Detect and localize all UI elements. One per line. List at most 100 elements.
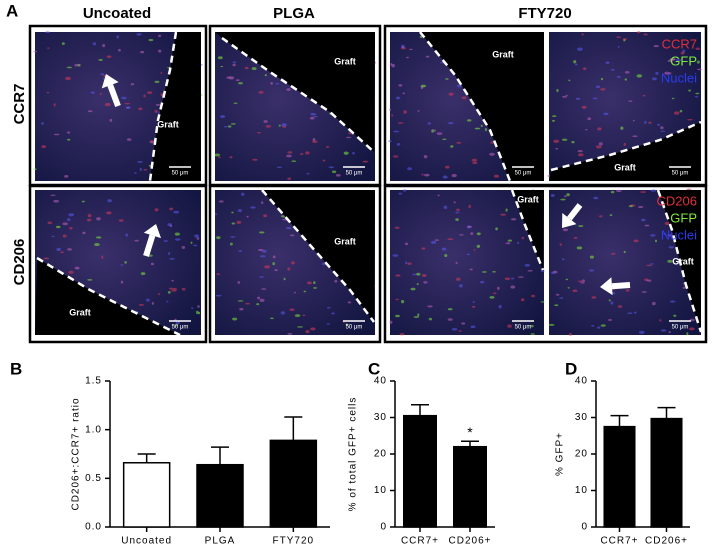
x-tick-label: CCR7+	[401, 536, 439, 547]
cell-speck	[455, 261, 458, 265]
cell-speck	[456, 141, 462, 144]
cell-speck	[148, 38, 154, 42]
cell-speck	[398, 84, 403, 87]
cell-speck	[667, 259, 673, 263]
cell-speck	[608, 299, 611, 302]
cell-speck	[664, 71, 670, 75]
cell-speck	[283, 277, 286, 281]
cell-speck	[495, 227, 498, 231]
cell-speck	[196, 310, 199, 315]
bar	[269, 439, 318, 528]
arrow-shaft	[611, 282, 631, 290]
cell-speck	[434, 239, 440, 241]
cell-speck	[565, 94, 568, 97]
cell-speck	[611, 292, 616, 295]
cell-speck	[331, 170, 337, 174]
cell-speck	[628, 205, 633, 208]
arrow-head	[101, 74, 119, 89]
x-tick-label: CD206+	[645, 536, 688, 547]
y-tick-label: 10	[575, 485, 588, 496]
cell-speck	[50, 194, 56, 196]
cell-speck	[275, 82, 280, 85]
cell-speck	[423, 173, 430, 177]
cell-speck	[472, 161, 478, 165]
cell-speck	[236, 220, 242, 225]
cell-speck	[227, 125, 232, 128]
cell-speck	[679, 109, 683, 113]
scale-label: 50 μm	[515, 171, 532, 177]
arrow-shaft	[567, 203, 583, 221]
cell-speck	[484, 128, 487, 132]
cell-speck	[660, 329, 667, 332]
cell-speck	[229, 242, 233, 246]
cell-speck	[68, 270, 74, 274]
x-tick-label: PLGA	[205, 536, 236, 547]
panel-letter: B	[10, 359, 22, 378]
y-tick-label: 0.0	[85, 522, 102, 533]
cell-speck	[280, 311, 286, 315]
cell-speck	[289, 234, 295, 237]
cell-speck	[347, 301, 352, 304]
cell-speck	[244, 66, 249, 70]
cell-speck	[401, 44, 405, 49]
cell-speck	[500, 213, 507, 216]
cell-speck	[450, 145, 454, 148]
cell-speck	[448, 92, 454, 96]
cell-speck	[392, 155, 399, 158]
cell-speck	[230, 236, 236, 238]
cell-speck	[170, 290, 177, 292]
cell-speck	[274, 269, 278, 272]
cell-speck	[149, 140, 154, 143]
cell-speck	[461, 322, 466, 325]
cell-speck	[552, 115, 557, 117]
y-tick-label: 1.0	[85, 424, 102, 435]
cell-speck	[309, 116, 315, 120]
cell-speck	[263, 214, 268, 218]
cell-speck	[392, 254, 399, 257]
cell-speck	[125, 106, 131, 109]
cell-speck	[251, 67, 257, 71]
cell-speck	[134, 239, 139, 242]
cell-speck	[540, 301, 545, 303]
cell-speck	[492, 271, 496, 273]
cell-speck	[259, 298, 265, 302]
cell-speck	[559, 297, 564, 299]
cell-speck	[229, 156, 233, 159]
cell-speck	[94, 243, 100, 247]
cell-speck	[451, 173, 457, 178]
cell-speck	[553, 139, 560, 143]
cell-speck	[313, 286, 317, 289]
cell-speck	[510, 218, 517, 221]
cell-speck	[151, 301, 155, 305]
y-tick-label: 0	[380, 522, 387, 533]
cell-speck	[471, 305, 476, 308]
cell-speck	[118, 219, 124, 222]
cell-speck	[87, 214, 92, 218]
cell-speck	[216, 236, 221, 240]
cell-speck	[476, 232, 481, 236]
cell-speck	[198, 311, 201, 315]
cell-speck	[388, 108, 392, 111]
cell-speck	[580, 281, 585, 284]
cell-speck	[696, 68, 703, 71]
cell-speck	[406, 56, 410, 59]
y-tick-label: 20	[575, 449, 588, 460]
cell-speck	[81, 200, 85, 203]
cell-speck	[263, 120, 268, 123]
cell-speck	[102, 78, 105, 80]
significance-mark: *	[467, 424, 473, 440]
cell-speck	[362, 160, 369, 163]
scale-label: 50 μm	[346, 325, 363, 331]
cell-speck	[68, 213, 75, 217]
cell-speck	[104, 102, 111, 107]
cell-speck	[556, 88, 559, 93]
cell-speck	[220, 115, 226, 119]
cell-speck	[458, 330, 462, 332]
cell-speck	[517, 241, 520, 245]
cell-speck	[287, 151, 293, 154]
cell-speck	[259, 231, 265, 234]
cell-speck	[423, 154, 428, 159]
cell-speck	[567, 287, 570, 289]
y-axis-label: % of total GFP+ cells	[348, 397, 359, 512]
cell-speck	[90, 91, 95, 94]
